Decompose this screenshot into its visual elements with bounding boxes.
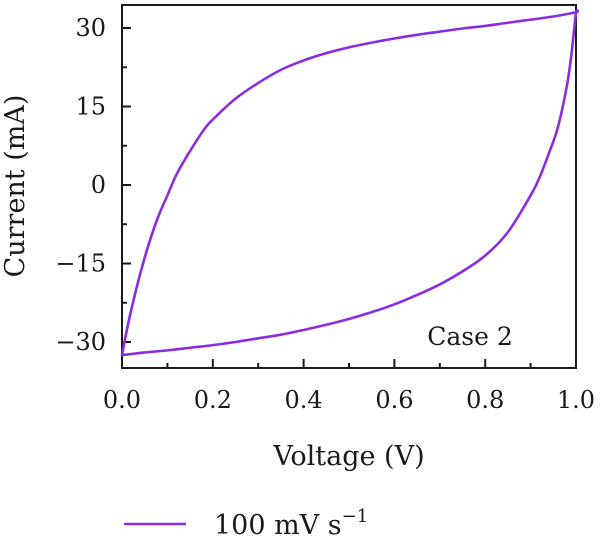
y-tick-label: 0 xyxy=(91,171,106,199)
y-axis-ticks xyxy=(122,27,131,343)
x-tick-label: 0.0 xyxy=(103,386,141,414)
x-axis-ticks xyxy=(121,359,577,368)
x-tick-label: 0.2 xyxy=(194,386,232,414)
y-axis-tick-labels: 30 15 0 −15 −30 xyxy=(55,14,106,356)
legend-series-exponent: −1 xyxy=(342,506,369,527)
cv-curve-100mv xyxy=(120,9,580,357)
x-tick-label: 0.4 xyxy=(285,386,323,414)
x-axis-title: Voltage (V) xyxy=(272,441,424,472)
case-annotation: Case 2 xyxy=(427,322,513,351)
x-tick-label: 0.8 xyxy=(466,386,504,414)
legend-series-name: 100 mV s xyxy=(214,510,342,540)
x-tick-label: 1.0 xyxy=(557,386,595,414)
y-tick-label: 30 xyxy=(75,14,106,42)
legend: 100 mV s−1 xyxy=(124,506,368,540)
legend-label: 100 mV s−1 xyxy=(214,506,368,540)
y-tick-label: −15 xyxy=(55,250,106,278)
y-tick-label: 15 xyxy=(75,93,106,121)
y-tick-label: −30 xyxy=(55,328,106,356)
x-tick-label: 0.6 xyxy=(375,386,413,414)
plot-frame xyxy=(121,4,577,369)
y-axis-title: Current (mA) xyxy=(0,95,31,278)
x-axis-tick-labels: 0.0 0.2 0.4 0.6 0.8 1.0 xyxy=(103,386,595,414)
